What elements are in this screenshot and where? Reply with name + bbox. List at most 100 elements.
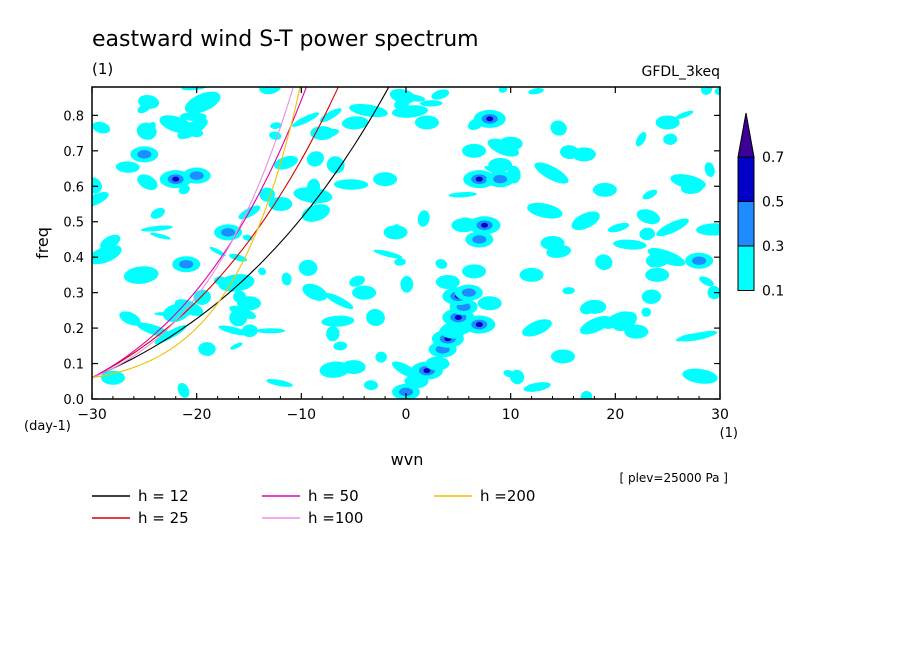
contour-speckle (701, 87, 713, 95)
contour-speckle (704, 162, 715, 177)
contour-speckle (562, 287, 575, 295)
contour-speckle (670, 174, 706, 190)
x-axis-label: wvn (391, 450, 424, 469)
contour-blob (383, 225, 408, 240)
contour-speckle (641, 307, 651, 317)
contour-blob (414, 115, 439, 130)
contour-speckle (375, 351, 387, 363)
contour-speckle (123, 266, 159, 284)
contour-speckle (174, 299, 204, 316)
contour-blob-core (692, 256, 707, 265)
legend-label: h = 50 (308, 487, 359, 505)
contour-speckle (119, 311, 141, 326)
contour-speckle (448, 192, 477, 198)
contour-blob (268, 197, 293, 211)
contour-speckle (306, 151, 324, 167)
contour-speckle (714, 87, 720, 96)
x-unit-label: (1) (720, 426, 738, 441)
contour-speckle (92, 121, 111, 134)
contour-speckle (333, 341, 348, 351)
contour-blob (540, 236, 565, 250)
contour-speckle (137, 174, 158, 191)
contour-speckle (177, 383, 190, 398)
contour-blob (451, 218, 476, 233)
contour-speckle (291, 112, 320, 127)
contour-speckle (115, 161, 140, 173)
contour-speckle (230, 342, 243, 350)
contour-blob (341, 360, 366, 375)
contour-speckle (656, 218, 689, 237)
contour-speckle (150, 207, 165, 219)
contour-blob (100, 370, 125, 385)
y-tick-label: 0.5 (63, 216, 84, 231)
contour-speckle (92, 177, 102, 194)
dispersion-curve (92, 87, 339, 379)
contour-blob (498, 136, 523, 151)
power-contours (92, 87, 720, 399)
contour-speckle (645, 252, 671, 268)
contour-speckle (522, 319, 552, 337)
contour-speckle (550, 120, 567, 136)
contour-speckle (321, 315, 355, 327)
y-tick-label: 0.6 (63, 180, 84, 195)
contour-speckle (400, 276, 414, 293)
contour-speckle (184, 91, 221, 114)
contour-speckle (229, 253, 248, 262)
contour-speckle (639, 227, 655, 241)
contour-speckle (392, 361, 419, 379)
x-tick-label: 0 (402, 407, 411, 423)
x-tick-label: 20 (606, 407, 624, 423)
contour-speckle (136, 322, 173, 338)
contour-blob (477, 296, 502, 311)
legend-label: h = 12 (138, 487, 189, 505)
legend-label: h =200 (480, 487, 535, 505)
contour-speckle (326, 156, 345, 174)
contour-blob-core (179, 260, 194, 269)
contour-speckle (607, 222, 630, 233)
y-tick-label: 0.3 (63, 287, 84, 302)
legend: h = 12 h = 25 h = 50 h =100 h =200 (92, 487, 535, 527)
y-tick-label: 0.2 (63, 322, 84, 337)
contour-blob-core (189, 171, 204, 180)
contour-speckle (198, 342, 216, 356)
contour-blob (571, 147, 596, 162)
contour-speckle (579, 315, 611, 335)
subtitle-right: GFDL_3keq (642, 64, 721, 80)
y-tick-label: 0.1 (63, 358, 84, 373)
contour-speckle (394, 258, 406, 266)
x-tick-label: −20 (182, 407, 212, 423)
contour-speckle (431, 89, 450, 100)
contour-speckle (281, 272, 292, 286)
contour-speckle (229, 305, 257, 320)
contour-blob-peak (475, 176, 483, 182)
colorbar-label: 0.1 (762, 284, 784, 300)
contour-speckle (326, 326, 340, 342)
contour-speckle (214, 276, 226, 285)
plev-note: [ plev=25000 Pa ] (619, 471, 728, 485)
contour-speckle (92, 244, 122, 265)
contour-speckle (258, 267, 267, 276)
dispersion-curve (92, 87, 301, 379)
contour-blob (519, 267, 544, 282)
colorbar-segment (737, 156, 755, 202)
contour-speckle (635, 132, 647, 147)
colorbar-segment (737, 201, 755, 247)
chart-title: eastward wind S-T power spectrum (92, 27, 479, 52)
colorbar-label: 0.7 (762, 150, 784, 166)
contour-speckle (641, 289, 662, 304)
colorbar: 0.1 0.3 0.5 0.7 (737, 112, 784, 300)
x-tick-label: 30 (711, 407, 729, 423)
colorbar-label: 0.3 (762, 239, 784, 255)
contour-speckle (389, 88, 416, 104)
contour-speckle (100, 234, 121, 250)
contour-blob-peak (172, 176, 180, 182)
contour-blob (462, 264, 487, 279)
contour-blob (655, 115, 680, 130)
contour-speckle (534, 162, 569, 184)
contour-blob (373, 172, 398, 187)
contour-speckle (209, 246, 226, 257)
contour-speckle (177, 118, 208, 140)
legend-label: h =100 (308, 509, 363, 527)
contour-blob-peak (475, 322, 483, 328)
subtitle-left: (1) (92, 60, 113, 78)
